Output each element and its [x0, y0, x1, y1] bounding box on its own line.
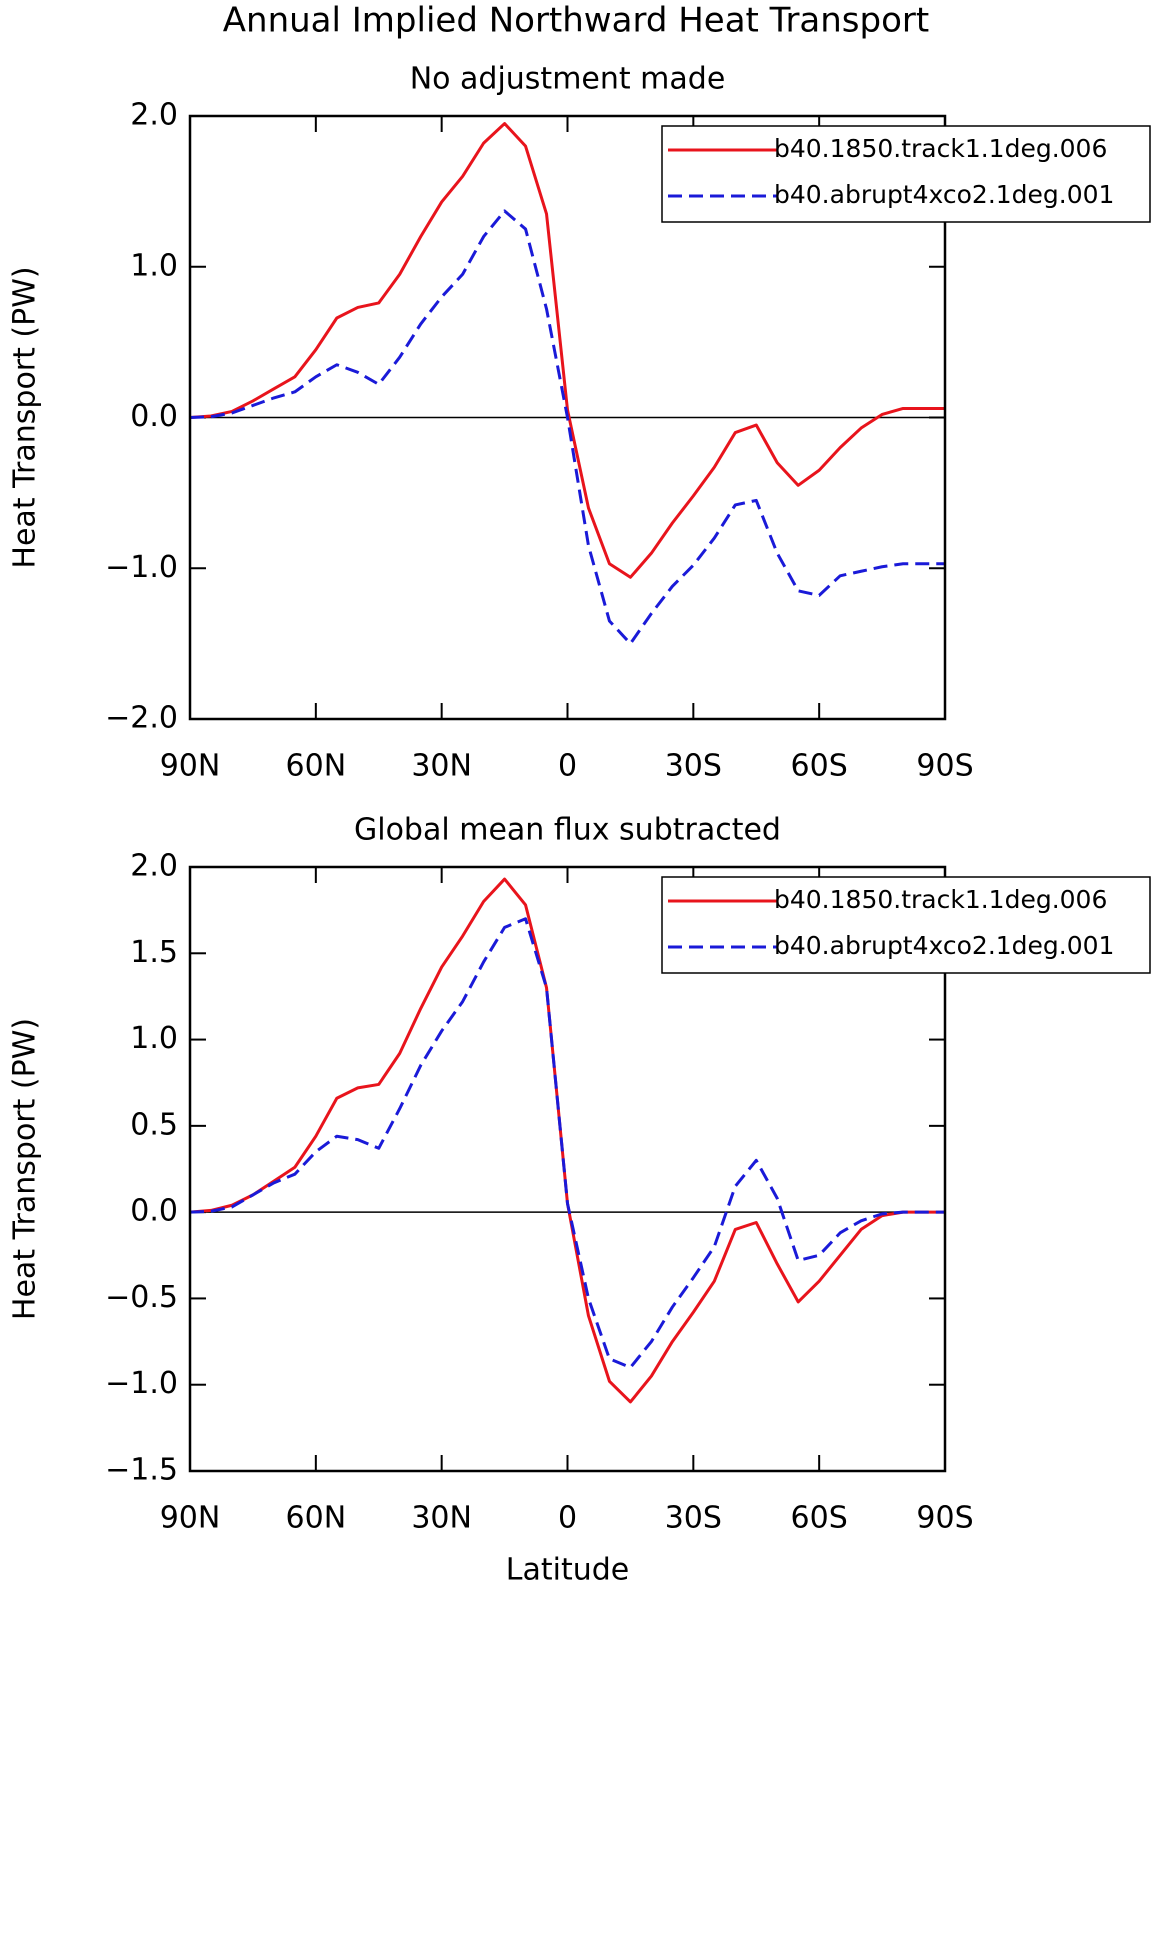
x-tick-label: 0 — [558, 1501, 577, 1536]
x-tick-label: 30S — [665, 1501, 722, 1536]
x-tick-label: 30N — [411, 1501, 472, 1536]
legend-box — [661, 125, 1151, 223]
legend-label: b40.abrupt4xco2.1deg.001 — [774, 931, 1114, 960]
y-tick-label: −1.0 — [105, 1366, 178, 1401]
main-title: Annual Implied Northward Heat Transport — [223, 1, 929, 41]
plot-frame — [188, 865, 947, 1473]
y-tick-label: 0.0 — [130, 399, 178, 434]
subtitle: No adjustment made — [410, 62, 726, 97]
subtitle: Global mean flux subtracted — [354, 813, 781, 848]
y-axis-label: Heat Transport (PW) — [8, 266, 43, 568]
y-tick-label: 1.0 — [130, 1021, 178, 1056]
x-tick-label: 90S — [916, 1501, 973, 1536]
y-tick-label: −0.5 — [105, 1280, 178, 1315]
plot-frame — [188, 114, 947, 721]
data-line — [189, 209, 945, 646]
x-tick-label: 60N — [286, 749, 347, 784]
legend-label: b40.abrupt4xco2.1deg.001 — [774, 180, 1114, 209]
y-tick-label: 0.0 — [130, 1194, 178, 1229]
y-tick-label: −2.0 — [105, 701, 178, 736]
x-tick-label: 0 — [558, 749, 577, 784]
legend-label: b40.1850.track1.1deg.006 — [774, 885, 1107, 914]
y-axis-label: Heat Transport (PW) — [8, 1018, 43, 1320]
x-tick-label: 60S — [791, 1501, 848, 1536]
x-tick-label: 60S — [791, 749, 848, 784]
y-tick-label: −1.5 — [105, 1453, 178, 1488]
y-tick-label: −1.0 — [105, 550, 178, 585]
y-tick-label: 2.0 — [130, 98, 178, 133]
legend-label: b40.1850.track1.1deg.006 — [774, 134, 1107, 163]
x-axis-label: Latitude — [506, 1553, 629, 1588]
x-tick-label: 30S — [665, 749, 722, 784]
x-tick-label: 90S — [916, 749, 973, 784]
y-tick-label: 1.0 — [130, 248, 178, 283]
x-tick-label: 90N — [160, 749, 221, 784]
x-tick-label: 60N — [286, 1501, 347, 1536]
y-tick-label: 0.5 — [130, 1107, 178, 1142]
y-tick-label: 1.5 — [130, 935, 178, 970]
y-tick-label: 2.0 — [130, 849, 178, 884]
x-tick-label: 30N — [411, 749, 472, 784]
legend-box — [661, 876, 1151, 974]
x-tick-label: 90N — [160, 1501, 221, 1536]
data-line — [189, 917, 945, 1369]
